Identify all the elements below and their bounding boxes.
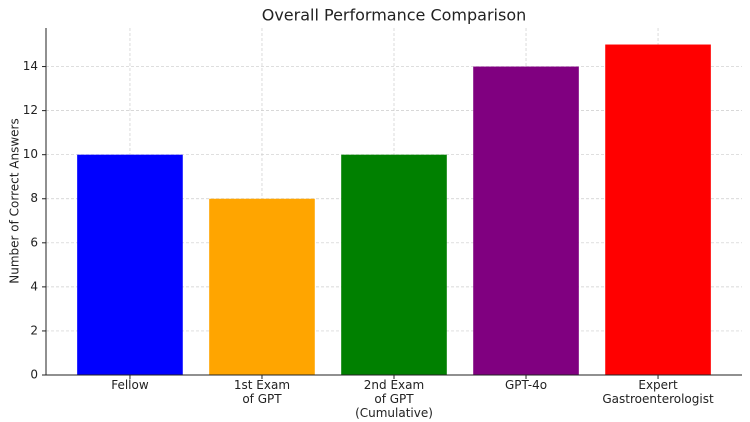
y-tick-label: 4 [30, 279, 38, 293]
bar [209, 198, 315, 375]
y-tick-label: 2 [30, 323, 38, 337]
y-tick-label: 10 [23, 147, 38, 161]
y-tick-label: 0 [30, 368, 38, 382]
bar [473, 66, 579, 376]
y-tick-label: 14 [23, 59, 38, 73]
y-tick-label: 6 [30, 235, 38, 249]
x-tick-label: Expert Gastroenterologist [602, 378, 714, 406]
x-tick-label: GPT-4o [504, 378, 548, 392]
x-tick-label: 1st Exam of GPT [233, 378, 291, 406]
bar [605, 44, 711, 376]
y-tick-label: 8 [30, 191, 38, 205]
chart-title: Overall Performance Comparison [262, 6, 527, 25]
bar [341, 154, 447, 375]
x-tick-label: 2nd Exam of GPT (Cumulative) [355, 378, 433, 420]
bar [77, 154, 183, 375]
y-axis-label: Number of Correct Answers [8, 118, 22, 283]
x-tick-label: Fellow [111, 378, 149, 392]
y-tick-label: 12 [23, 103, 38, 117]
